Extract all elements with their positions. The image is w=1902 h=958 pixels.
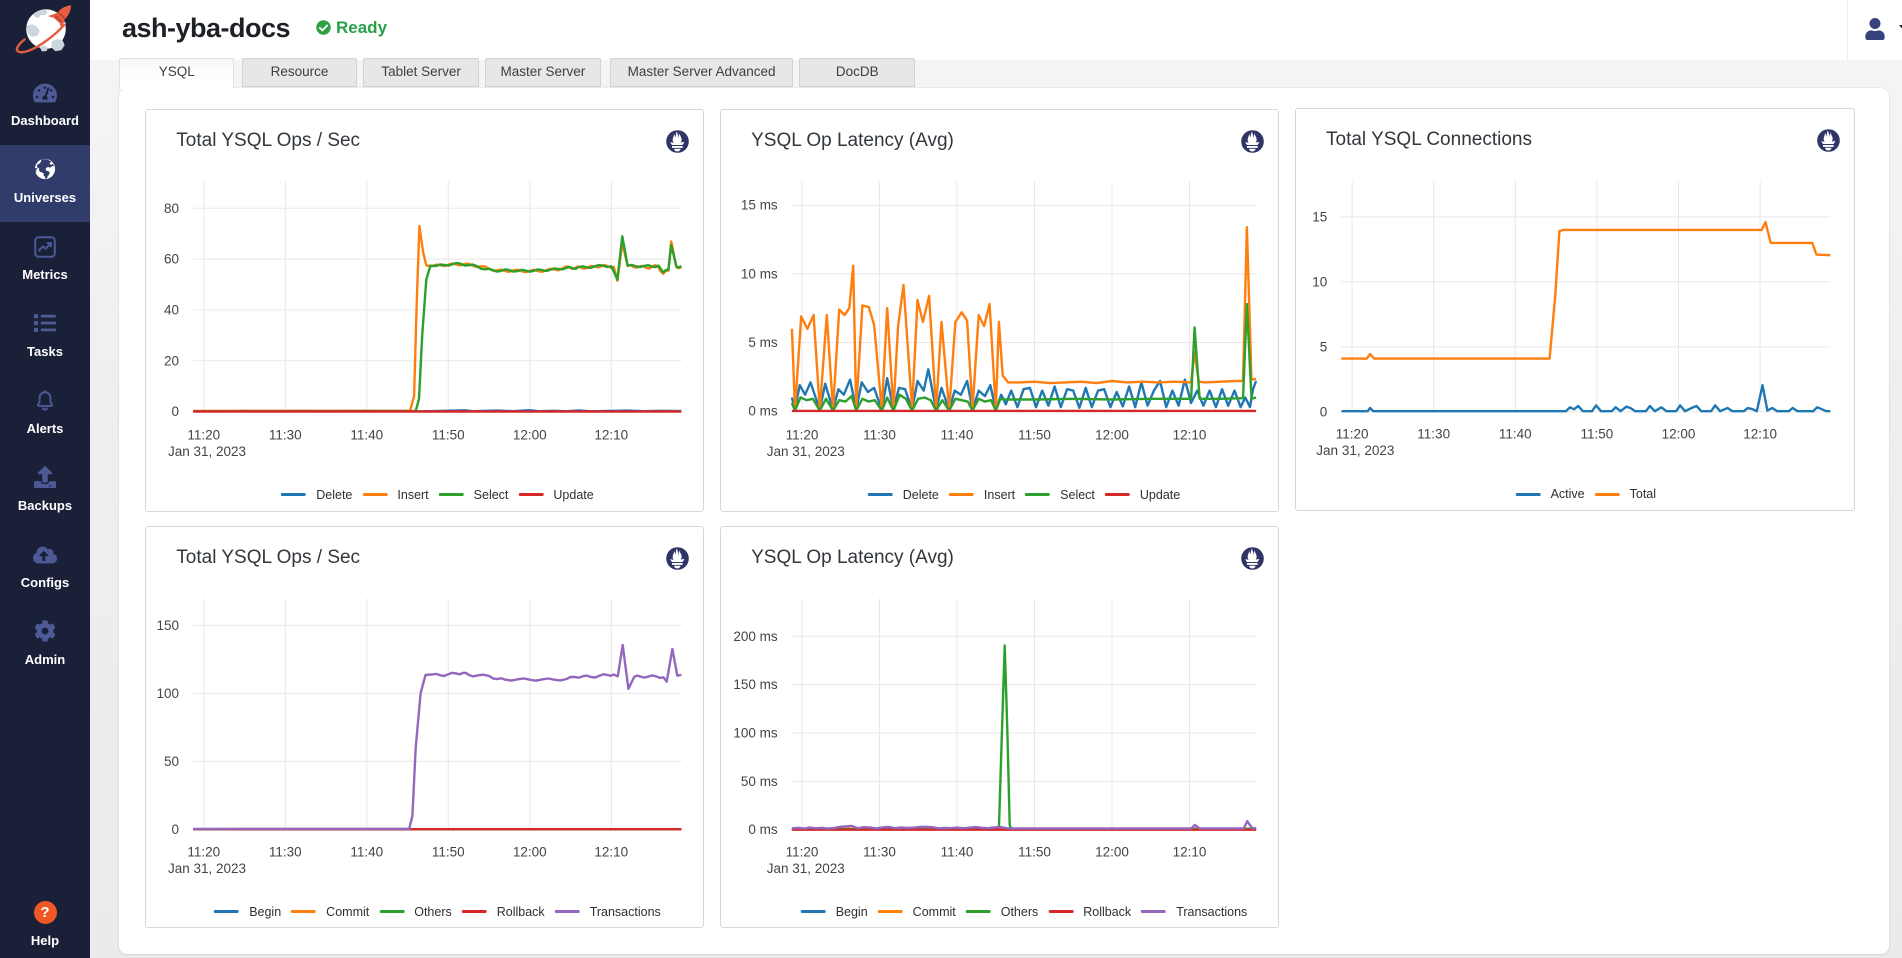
- svg-text:11:20: 11:20: [188, 844, 221, 859]
- svg-text:Jan 31, 2023: Jan 31, 2023: [767, 444, 845, 459]
- svg-text:11:40: 11:40: [1499, 427, 1532, 442]
- svg-text:12:00: 12:00: [1095, 427, 1129, 442]
- svg-text:15 ms: 15 ms: [741, 197, 778, 212]
- svg-text:12:00: 12:00: [513, 427, 547, 442]
- svg-text:20: 20: [164, 353, 179, 368]
- svg-text:10 ms: 10 ms: [741, 266, 778, 281]
- svg-text:11:20: 11:20: [1336, 427, 1369, 442]
- svg-text:0 ms: 0 ms: [749, 403, 779, 418]
- svg-text:Jan 31, 2023: Jan 31, 2023: [1316, 443, 1394, 458]
- svg-text:12:00: 12:00: [1662, 427, 1696, 442]
- svg-text:100: 100: [157, 685, 180, 700]
- svg-text:0 ms: 0 ms: [749, 822, 779, 837]
- svg-text:11:40: 11:40: [351, 844, 384, 859]
- svg-text:11:50: 11:50: [1581, 427, 1614, 442]
- svg-text:11:40: 11:40: [941, 427, 974, 442]
- svg-text:150: 150: [157, 617, 180, 632]
- svg-text:0: 0: [172, 821, 180, 836]
- svg-text:150 ms: 150 ms: [734, 677, 779, 692]
- svg-text:0: 0: [1320, 405, 1328, 420]
- svg-text:Jan 31, 2023: Jan 31, 2023: [168, 861, 246, 876]
- svg-text:0: 0: [172, 404, 180, 419]
- svg-text:Jan 31, 2023: Jan 31, 2023: [168, 444, 246, 459]
- svg-text:50: 50: [164, 753, 179, 768]
- svg-text:10: 10: [1312, 275, 1327, 290]
- svg-text:12:00: 12:00: [1095, 844, 1129, 859]
- svg-text:11:30: 11:30: [269, 844, 302, 859]
- svg-text:5: 5: [1320, 340, 1328, 355]
- svg-text:11:20: 11:20: [786, 427, 819, 442]
- svg-text:12:10: 12:10: [595, 427, 629, 442]
- svg-text:11:30: 11:30: [269, 427, 302, 442]
- svg-text:12:10: 12:10: [1743, 427, 1777, 442]
- svg-text:12:00: 12:00: [513, 844, 547, 859]
- svg-text:11:30: 11:30: [863, 844, 896, 859]
- svg-text:11:50: 11:50: [1018, 427, 1051, 442]
- svg-text:11:50: 11:50: [1018, 844, 1051, 859]
- svg-text:11:30: 11:30: [863, 427, 896, 442]
- svg-text:12:10: 12:10: [595, 844, 629, 859]
- svg-text:11:30: 11:30: [1417, 427, 1450, 442]
- svg-text:60: 60: [164, 251, 179, 266]
- svg-text:11:40: 11:40: [351, 427, 384, 442]
- svg-text:200 ms: 200 ms: [734, 628, 779, 643]
- svg-text:11:20: 11:20: [786, 844, 819, 859]
- svg-text:11:50: 11:50: [432, 427, 465, 442]
- svg-text:11:50: 11:50: [432, 844, 465, 859]
- svg-text:11:40: 11:40: [941, 844, 974, 859]
- svg-text:Jan 31, 2023: Jan 31, 2023: [767, 861, 845, 876]
- svg-text:11:20: 11:20: [188, 427, 221, 442]
- svg-text:5 ms: 5 ms: [749, 335, 779, 350]
- svg-text:100 ms: 100 ms: [734, 725, 779, 740]
- svg-text:12:10: 12:10: [1173, 844, 1207, 859]
- svg-text:50 ms: 50 ms: [741, 773, 778, 788]
- svg-text:12:10: 12:10: [1173, 427, 1207, 442]
- svg-text:40: 40: [164, 302, 179, 317]
- svg-text:15: 15: [1312, 210, 1327, 225]
- svg-text:80: 80: [164, 201, 179, 216]
